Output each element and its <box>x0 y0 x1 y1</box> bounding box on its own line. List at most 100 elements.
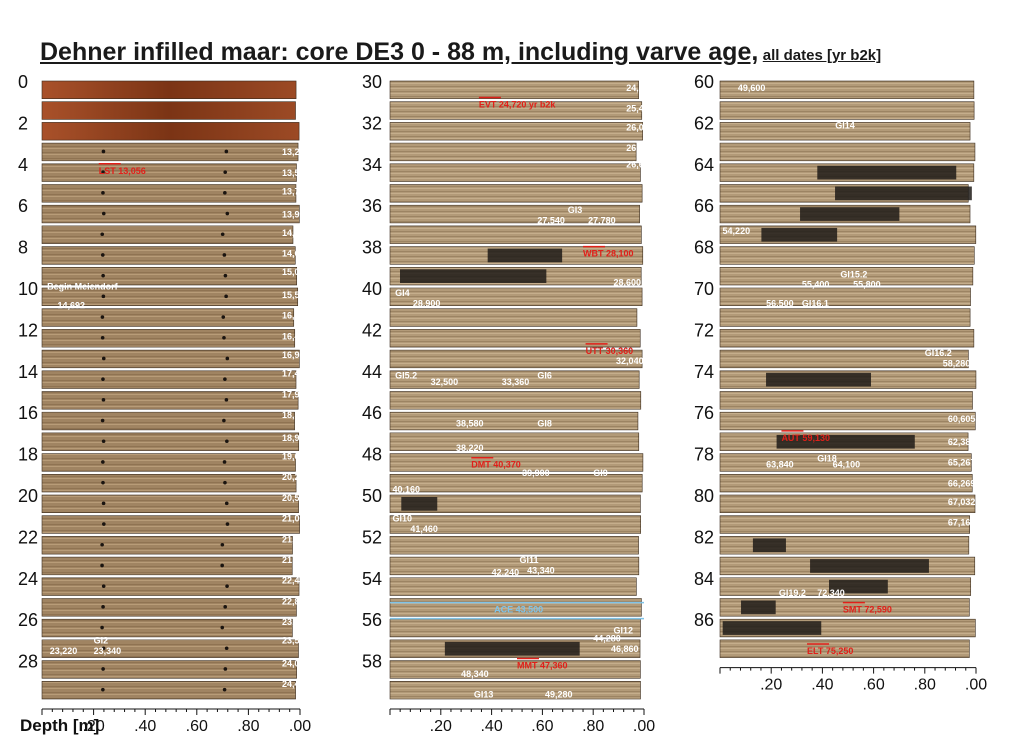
sample-hole <box>223 273 228 278</box>
depth-label: 82 <box>694 527 714 547</box>
age-label: 43,340 <box>527 565 555 575</box>
depth-label: 18 <box>18 445 38 465</box>
depth-label: 22 <box>18 527 38 547</box>
age-label: 25,453 <box>626 104 654 114</box>
age-label: 55,400 <box>802 280 830 290</box>
age-label: 13,545 <box>282 168 310 178</box>
core-gap <box>776 434 915 449</box>
sample-hole <box>100 335 105 340</box>
core-gap <box>835 186 972 201</box>
age-label: GI8 <box>537 418 552 428</box>
age-label: 62,381 <box>948 437 976 447</box>
age-label: 39,900 <box>522 468 550 478</box>
core-segment <box>389 556 640 576</box>
age-label: 58,280 <box>943 358 971 368</box>
x-tick-label: .40 <box>134 718 156 735</box>
depth-label: 30 <box>362 72 382 92</box>
ace-label: ACE 43,500 <box>494 605 543 615</box>
age-label: 21,006 <box>282 514 310 524</box>
depth-label: 40 <box>362 279 382 299</box>
depth-label: 28 <box>18 652 38 672</box>
core-segment <box>389 204 640 224</box>
age-label: 14,647 <box>282 249 310 259</box>
depth-label: 60 <box>694 72 714 92</box>
age-label: 67,166 <box>948 518 976 528</box>
core-segment <box>719 494 976 514</box>
age-label: 14,280 <box>282 228 310 238</box>
sample-hole <box>101 646 106 651</box>
depth-label: 86 <box>694 610 714 630</box>
age-label: GI13 <box>474 690 494 700</box>
age-label: 24,941 <box>626 83 654 93</box>
age-label: 20,563 <box>282 493 310 503</box>
sample-hole <box>222 687 227 692</box>
core-segment <box>719 287 971 307</box>
sample-hole <box>100 542 104 547</box>
core-segment <box>719 122 971 141</box>
depth-label: 80 <box>694 486 714 506</box>
core-segment <box>389 680 641 700</box>
depth-label: 2 <box>18 113 28 133</box>
core-segment <box>389 122 643 141</box>
sample-hole <box>223 667 228 671</box>
sample-hole <box>220 232 225 237</box>
core-segment <box>719 266 974 286</box>
age-label: 23,583 <box>282 636 310 646</box>
age-label: 23,220 <box>50 646 78 656</box>
core-segment <box>41 494 299 514</box>
age-label: 44,280 <box>593 634 621 644</box>
x-tick-label: .80 <box>237 718 259 735</box>
sample-hole <box>101 191 105 195</box>
core-segment <box>41 411 295 431</box>
age-label: 60,605 <box>948 414 976 424</box>
age-label: 13,726 <box>282 187 310 197</box>
depth-label: 48 <box>362 445 382 465</box>
sample-hole <box>224 646 229 651</box>
depth-label: 20 <box>18 486 38 506</box>
age-label: 56,500 <box>766 298 794 308</box>
sample-hole <box>223 480 227 485</box>
core-gap <box>741 600 776 615</box>
sample-hole <box>100 418 105 423</box>
age-label: 14,692 <box>57 300 85 310</box>
core-segment <box>389 184 643 203</box>
core-segment <box>719 473 973 493</box>
age-label: GI19.2 <box>779 588 806 598</box>
core-segment <box>41 204 300 224</box>
sample-hole <box>101 211 106 216</box>
core-segment <box>41 639 299 658</box>
age-label: GI12 <box>614 625 634 635</box>
depth-label: 78 <box>694 445 714 465</box>
sample-hole <box>100 253 105 257</box>
x-tick-label: .60 <box>186 718 208 735</box>
sample-hole <box>100 315 105 319</box>
sample-hole <box>224 149 229 154</box>
age-label: GI4 <box>395 288 410 298</box>
core-segment <box>389 660 641 679</box>
core-segment <box>41 556 293 576</box>
figure-title: Dehner infilled maar: core DE3 0 - 88 m,… <box>40 38 881 67</box>
depth-label: 44 <box>362 362 382 382</box>
sample-hole <box>101 149 106 154</box>
x-tick-label: .00 <box>633 718 655 735</box>
core-segment <box>719 411 976 431</box>
sample-hole <box>222 460 227 464</box>
core-segment <box>389 411 639 431</box>
core-segment <box>719 225 977 244</box>
depth-label: 12 <box>18 320 38 340</box>
core-segment <box>719 80 975 100</box>
age-label: GI5.2 <box>395 371 417 381</box>
age-label: GI16.1 <box>802 298 829 308</box>
core-segment <box>719 329 975 348</box>
age-label: 33,360 <box>502 377 530 387</box>
core-segment <box>389 329 641 348</box>
depth-label: 0 <box>18 72 28 92</box>
axes: 0246810121416182022242628.20.40.60.80.00… <box>18 72 987 735</box>
sample-hole <box>224 398 229 402</box>
core-segment <box>41 246 296 265</box>
depth-label: 14 <box>18 362 38 382</box>
sample-hole <box>222 418 226 423</box>
depth-label: 24 <box>18 569 38 589</box>
age-label: 32,500 <box>431 377 459 387</box>
sample-hole <box>101 584 106 588</box>
